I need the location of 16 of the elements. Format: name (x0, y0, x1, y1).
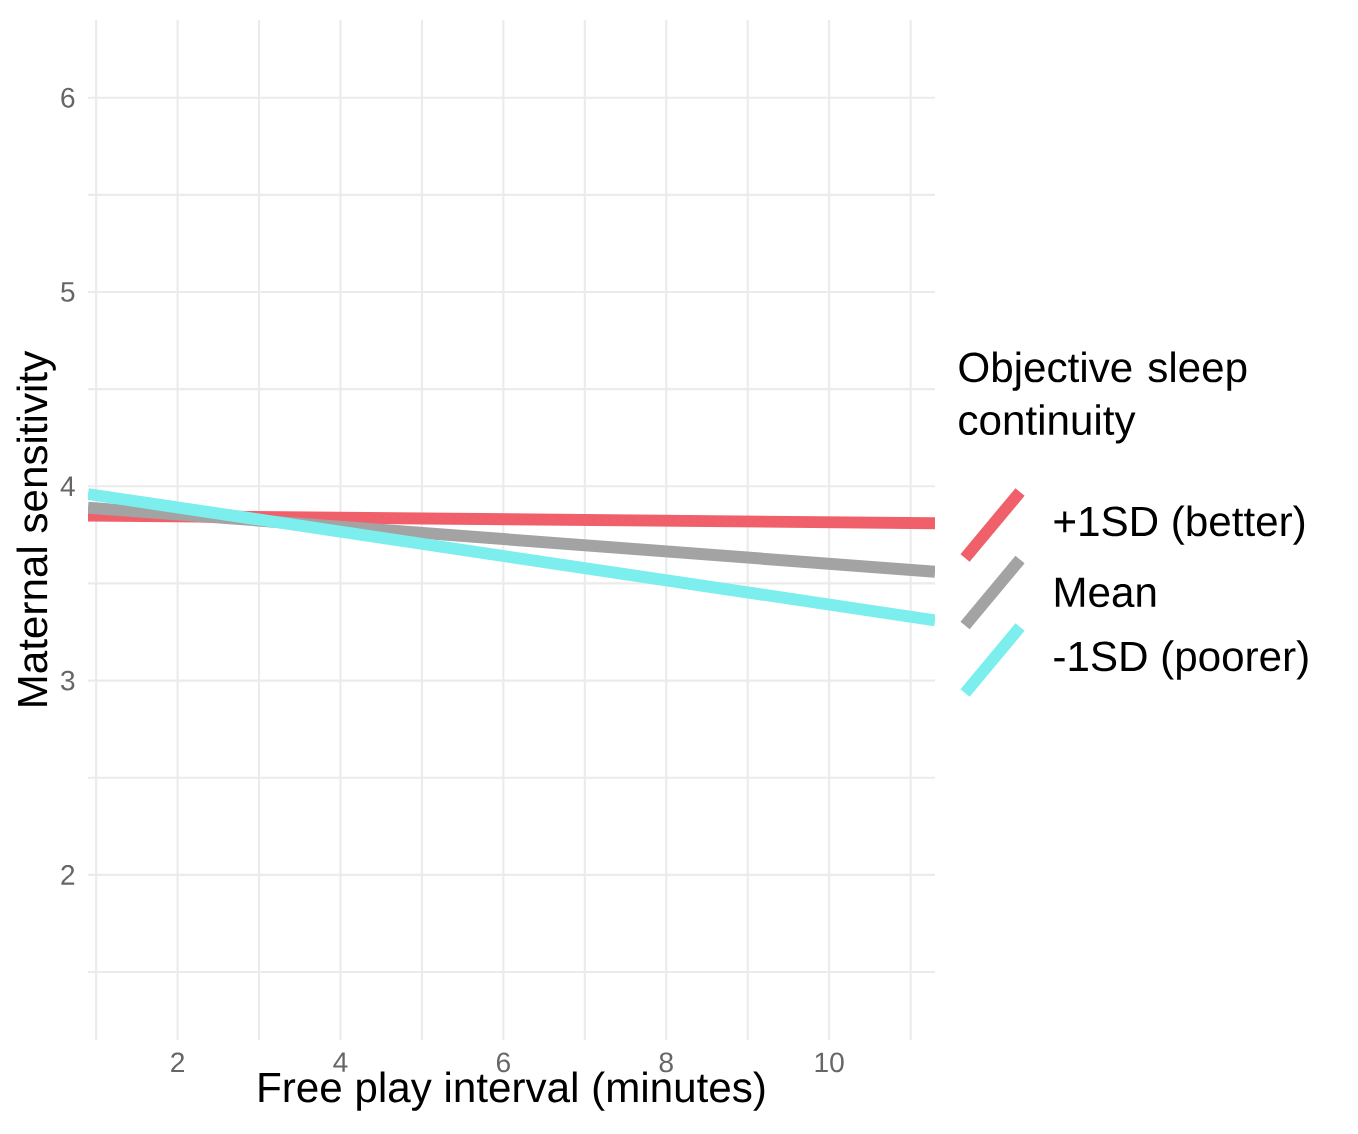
y-tick-label: 2 (61, 865, 75, 885)
y-tick-label: 3 (61, 670, 75, 691)
x-tick-label: 4 (333, 1052, 348, 1072)
y-axis-title: Maternal sensitivity (16, 350, 56, 706)
legend-label: +1SD (better) (1054, 505, 1305, 545)
x-tick-label: 2 (171, 1052, 184, 1073)
legend-label: -1SD (poorer) (1054, 640, 1308, 680)
x-tick-label: 10 (815, 1052, 844, 1073)
y-tick-label: 6 (61, 87, 75, 108)
legend-label: Mean (1055, 577, 1156, 608)
y-tick-label: 4 (60, 476, 75, 496)
legend-title: Objective sleep continuity (959, 351, 1247, 444)
x-axis-title: Free play interval (minutes) (259, 1071, 765, 1111)
x-tick-label: 8 (659, 1052, 673, 1073)
x-tick-label: 6 (496, 1052, 510, 1073)
y-tick-label: 5 (61, 282, 75, 302)
